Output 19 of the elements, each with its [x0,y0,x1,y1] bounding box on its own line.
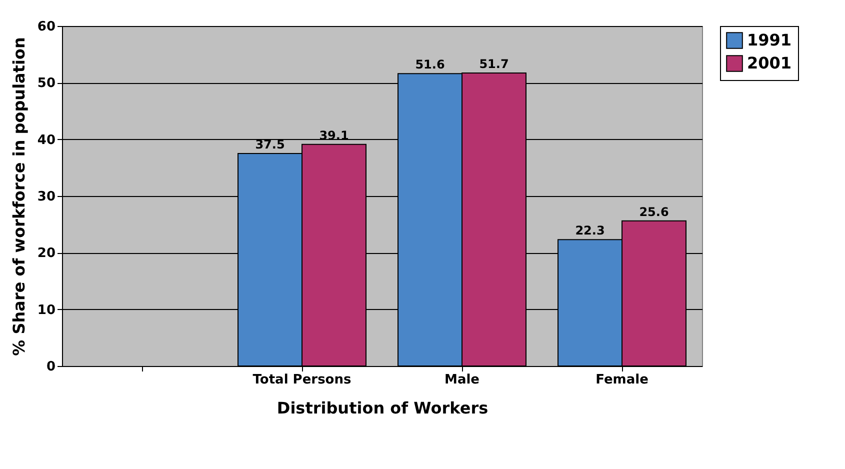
y-tick-label: 10 [37,302,56,318]
y-tick-label: 60 [37,20,56,34]
data-label: 25.6 [639,204,669,219]
legend-label: 1991 [747,30,792,50]
x-axis-title: Distribution of Workers [276,398,488,418]
y-axis-title: % Share of workforce in population [9,37,28,356]
y-tick-label: 40 [37,132,56,148]
y-tick-label: 0 [46,360,56,374]
data-label: 37.5 [255,138,285,152]
x-tick-label: Male [444,372,480,388]
legend-label: 2001 [747,54,792,72]
data-label: 22.3 [575,224,605,238]
data-label: 51.7 [479,57,509,72]
y-tick-label: 30 [37,190,56,204]
y-tick-label: 20 [37,246,56,262]
x-tick-label: Total Persons [252,372,352,388]
y-tick-label: 50 [37,76,56,92]
x-tick-label: Female [596,372,649,388]
data-label: 51.6 [415,58,445,72]
